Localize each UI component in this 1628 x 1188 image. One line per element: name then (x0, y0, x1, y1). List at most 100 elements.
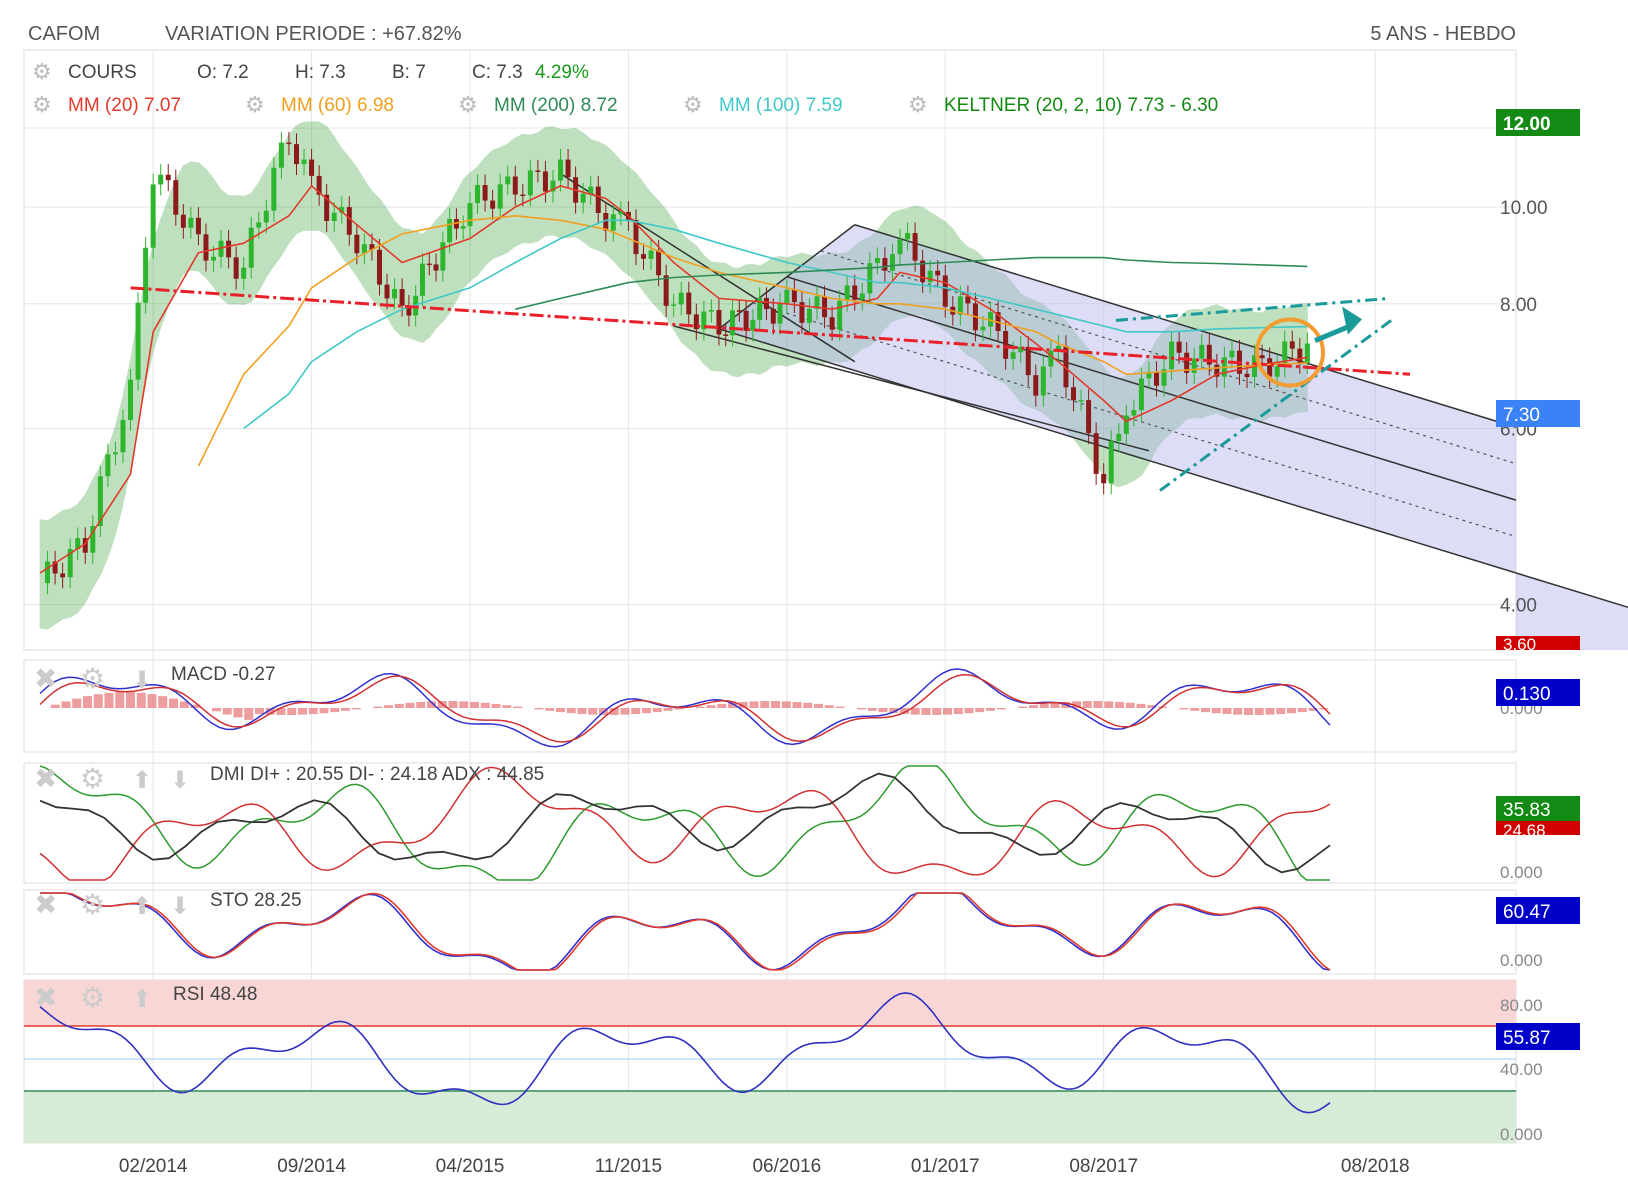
candle-body (882, 258, 888, 271)
dmi-zero-tick: 0.000 (1500, 863, 1543, 882)
candle-body (1244, 373, 1250, 378)
rsi-label: RSI 48.48 (173, 984, 258, 1005)
channel-dotted-line (752, 302, 1517, 538)
rsi-badge: 55.87 (1496, 1023, 1580, 1050)
candle-body (693, 314, 699, 330)
candle-body (641, 254, 647, 259)
time-tick-label: 01/2017 (911, 1156, 980, 1177)
svg-text:55.87: 55.87 (1503, 1028, 1551, 1049)
svg-text:12.00: 12.00 (1503, 114, 1551, 135)
candle-body (271, 167, 277, 211)
macd-histogram-bar (384, 705, 393, 708)
gear-icon[interactable]: ⚙ (908, 92, 928, 117)
macd-histogram-bar (416, 701, 426, 708)
price-tick-label: 8.00 (1500, 295, 1537, 316)
badge-last-price: 7.30 (1496, 400, 1580, 427)
breakout-arrow-shaft (1314, 323, 1351, 343)
period-label[interactable]: 5 ANS - HEBDO (1370, 23, 1516, 45)
close-icon[interactable]: ✖ (34, 889, 57, 920)
sto-k-line (40, 892, 1331, 971)
rsi-chart (39, 992, 1331, 1114)
candle-body (467, 203, 473, 227)
candle-body (1093, 433, 1099, 474)
arrow-down-icon[interactable]: ⬇ (170, 893, 190, 920)
macd-histogram-bar (609, 708, 619, 715)
channel-bottom-line (718, 328, 1628, 609)
highlight-circle (1255, 317, 1325, 388)
gear-icon[interactable]: ⚙ (245, 92, 265, 117)
candle-body (1184, 352, 1190, 373)
candle-body (1297, 348, 1303, 363)
macd-histogram-bar (1018, 706, 1028, 708)
macd-histogram-bar (255, 708, 264, 715)
price-tick-label: 10.00 (1500, 198, 1548, 219)
candle-body (527, 170, 533, 196)
dmi-badge-green: 35.83 (1496, 796, 1580, 821)
candle-body (580, 193, 586, 203)
candle-body (158, 174, 164, 185)
candle-body (716, 309, 722, 335)
candle-body (490, 200, 496, 209)
candle-body (965, 296, 971, 304)
mm200-label: MM (200) 8.72 (494, 95, 618, 116)
macd-histogram-bar (717, 703, 727, 708)
candle-body (67, 549, 73, 578)
gear-icon[interactable]: ⚙ (32, 92, 52, 117)
candle-body (1169, 341, 1175, 370)
macd-histogram-bar (394, 703, 404, 708)
time-tick-label: 08/2018 (1341, 1156, 1410, 1177)
arrow-down-icon[interactable]: ⬇ (132, 667, 152, 694)
moving-average-line (197, 214, 1308, 467)
candle-body (897, 239, 903, 255)
candle-body (105, 454, 111, 477)
candle-body (1259, 355, 1265, 359)
gear-icon[interactable]: ⚙ (80, 663, 105, 694)
candle-body (610, 214, 616, 231)
candle-body (45, 561, 51, 584)
macd-histogram-bar (1125, 702, 1135, 708)
candle-body (736, 310, 742, 312)
rsi-oversold-zone (24, 1091, 1516, 1143)
candle-body (1176, 341, 1182, 353)
trend-drawings (130, 286, 1411, 492)
candle-body (203, 234, 209, 261)
gear-icon[interactable]: ⚙ (683, 92, 703, 117)
candle-body (1071, 387, 1077, 401)
candle-body (603, 213, 609, 231)
candle-body (535, 170, 541, 172)
arrow-up-icon[interactable]: ⬆ (132, 893, 152, 920)
macd-histogram-bar (695, 706, 705, 708)
candle-body (595, 186, 601, 214)
candle-body (1055, 345, 1061, 351)
candle-body (799, 302, 805, 323)
arrow-up-icon[interactable]: ⬆ (132, 767, 152, 794)
arrow-up-icon[interactable]: ⬆ (132, 986, 152, 1013)
di-minus-line (39, 766, 1331, 881)
gear-icon[interactable]: ⚙ (32, 59, 52, 84)
macd-histogram-bar (1233, 708, 1243, 715)
candle-body (1086, 400, 1092, 434)
macd-histogram-bar (943, 708, 952, 715)
gear-icon[interactable]: ⚙ (80, 889, 105, 920)
macd-histogram-bar (1050, 702, 1060, 708)
candle-body (588, 186, 594, 194)
macd-histogram-bar (1244, 708, 1253, 715)
gear-icon[interactable]: ⚙ (80, 982, 105, 1013)
close-icon[interactable]: ✖ (34, 982, 57, 1013)
arrow-down-icon[interactable]: ⬇ (170, 767, 190, 794)
candle-body (648, 250, 654, 259)
macd-histogram-bar (824, 705, 834, 708)
macd-histogram-bar (427, 701, 436, 708)
gear-icon[interactable]: ⚙ (80, 763, 105, 794)
macd-histogram-bar (1276, 708, 1286, 715)
time-tick-label: 04/2015 (436, 1156, 505, 1177)
gear-icon[interactable]: ⚙ (458, 92, 478, 117)
close-icon[interactable]: ✖ (34, 663, 57, 694)
candle-body (1199, 344, 1205, 359)
candle-body (346, 207, 352, 235)
time-tick-label: 06/2016 (752, 1156, 821, 1177)
candle-body (701, 311, 707, 330)
close-icon[interactable]: ✖ (34, 763, 57, 794)
macd-histogram-bar (1190, 708, 1200, 711)
macd-histogram-bar (1297, 708, 1307, 713)
